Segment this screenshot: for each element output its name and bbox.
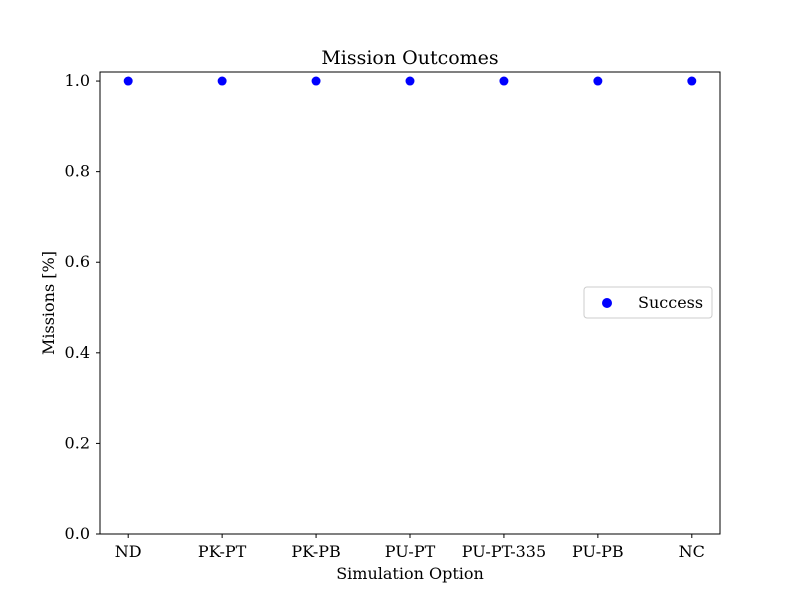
legend-label-success: Success — [638, 293, 703, 312]
legend: Success — [583, 286, 713, 319]
x-tick-label: NC — [679, 542, 705, 561]
x-tick-label: PK-PB — [291, 542, 340, 561]
x-tick-label: PU-PB — [572, 542, 624, 561]
plot-frame — [99, 71, 721, 535]
y-tick-label: 0.8 — [65, 162, 90, 181]
data-point-success — [593, 76, 603, 86]
success-series — [123, 76, 697, 86]
y-tick-label: 0.2 — [65, 433, 90, 452]
data-point-success — [311, 76, 321, 86]
data-point-success — [687, 76, 697, 86]
y-tick-label: 0.6 — [65, 252, 90, 271]
data-point-success — [499, 76, 509, 86]
legend-marker-success — [602, 298, 612, 308]
y-tick-label: 0.0 — [65, 524, 90, 543]
y-axis-ticks: 0.0 0.2 0.4 0.6 0.8 1.0 — [65, 71, 100, 543]
x-axis-label: Simulation Option — [336, 564, 484, 583]
data-point-success — [217, 76, 227, 86]
x-axis-ticks: ND PK-PT PK-PB PU-PT PU-PT-335 PU-PB NC — [115, 534, 705, 561]
y-tick-label: 0.4 — [65, 343, 90, 362]
y-axis-label: Missions [%] — [39, 251, 58, 355]
y-tick-label: 1.0 — [65, 71, 90, 90]
x-tick-label: PU-PT-335 — [462, 542, 546, 561]
data-point-success — [123, 76, 133, 86]
x-tick-label: ND — [115, 542, 142, 561]
legend-box — [583, 286, 713, 319]
chart-title: Mission Outcomes — [321, 47, 498, 69]
data-point-success — [405, 76, 415, 86]
x-tick-label: PK-PT — [198, 542, 247, 561]
x-tick-label: PU-PT — [385, 542, 436, 561]
